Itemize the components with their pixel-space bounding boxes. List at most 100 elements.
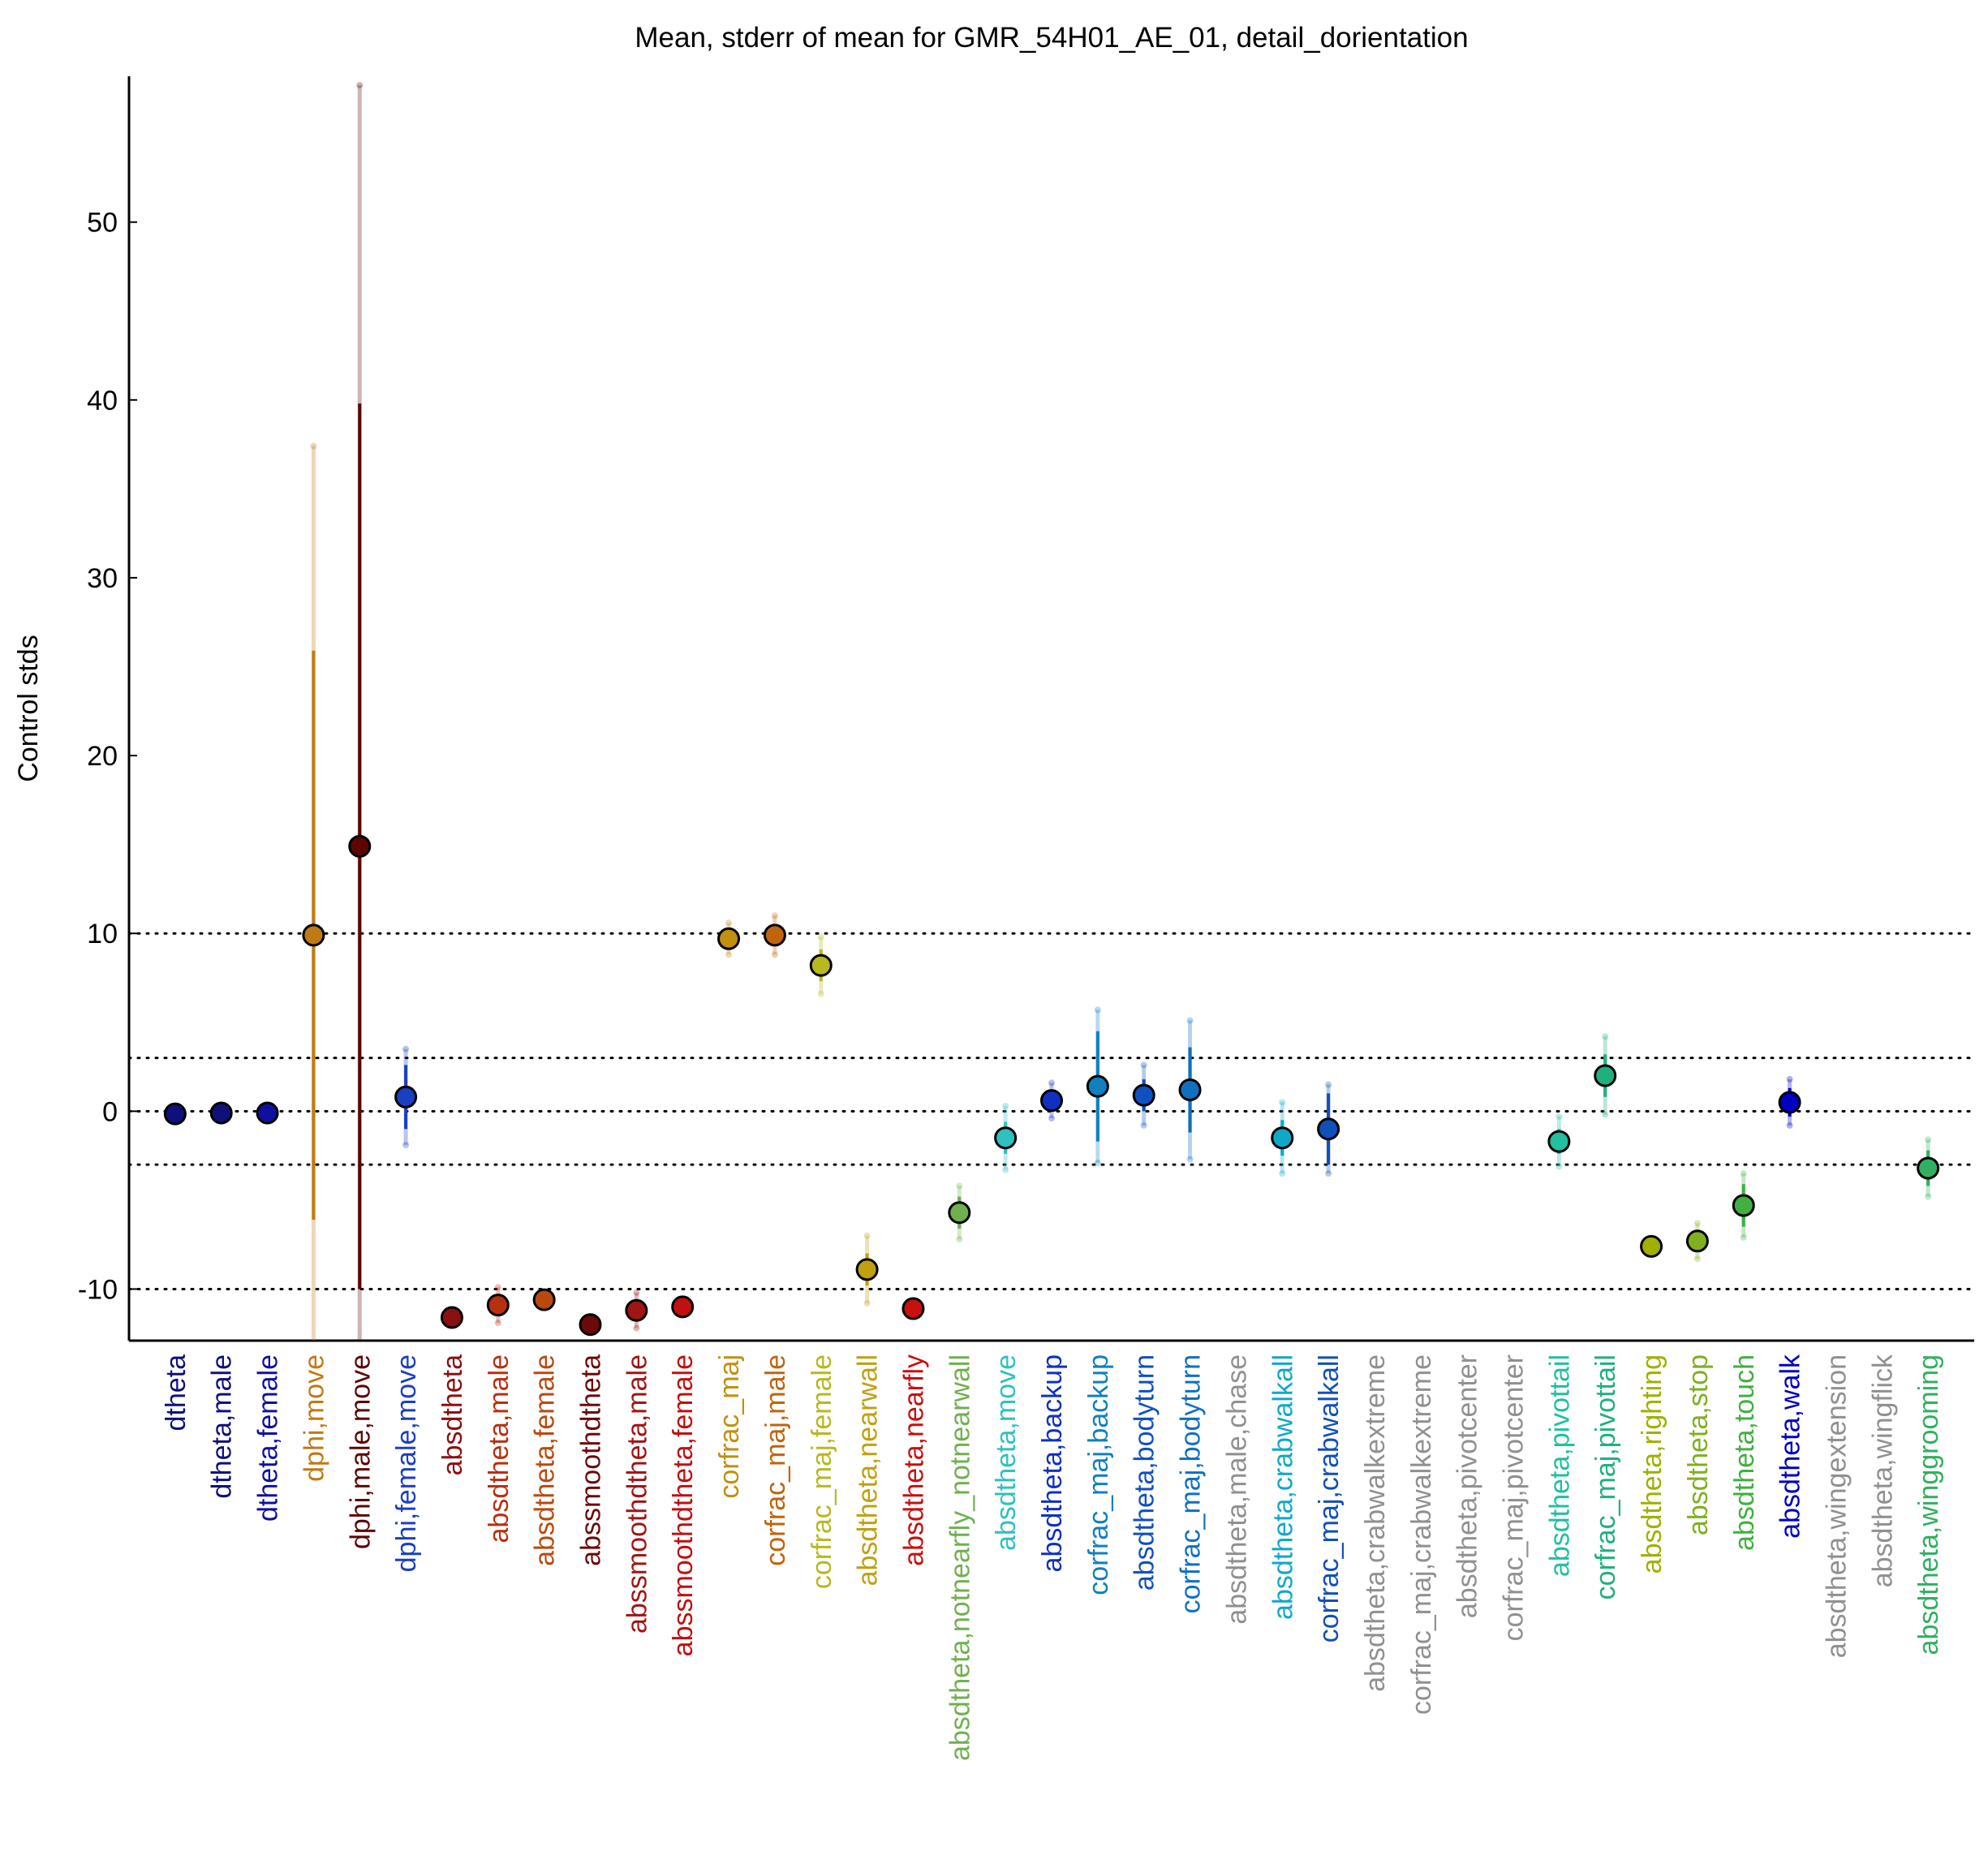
mean-marker — [1685, 1229, 1709, 1253]
spread-cap — [1186, 1156, 1194, 1163]
mean-marker — [1178, 1079, 1202, 1102]
spread-cap — [1556, 1163, 1563, 1170]
chart-title: Mean, stderr of mean for GMR_54H01_AE_01… — [635, 22, 1468, 54]
x-tick-label: dtheta — [161, 1354, 191, 1432]
spread-cap — [1048, 1115, 1055, 1122]
mean-marker — [625, 1298, 648, 1322]
x-tick-label: corfrac_maj,female — [807, 1354, 837, 1589]
mean-marker — [209, 1101, 233, 1125]
mean-marker — [1732, 1194, 1755, 1217]
y-tick-label: 30 — [87, 563, 118, 594]
spread-cap — [1740, 1234, 1747, 1241]
spread-cap — [863, 1299, 871, 1307]
spread-cap — [1048, 1079, 1055, 1087]
spread-cap — [1602, 1111, 1609, 1118]
mean-marker — [440, 1306, 463, 1329]
x-tick-label: absdtheta,notnearfly_notnearwall — [945, 1354, 975, 1761]
mean-marker — [1086, 1074, 1109, 1098]
x-tick-label: absdtheta,backup — [1037, 1354, 1068, 1572]
x-tick-label: corfrac_maj,pivotcenter — [1499, 1354, 1530, 1641]
spread-cap — [817, 933, 824, 941]
mean-marker — [532, 1288, 556, 1311]
x-tick-label: absdtheta,righting — [1637, 1354, 1667, 1574]
spread-cap — [1186, 1017, 1194, 1024]
x-tick-label: absdtheta,wingflick — [1867, 1354, 1898, 1587]
mean-marker — [948, 1201, 971, 1225]
mean-marker — [763, 924, 786, 947]
spread-cap — [633, 1289, 640, 1296]
spread-cap — [1094, 1006, 1101, 1014]
mean-marker — [1594, 1064, 1617, 1087]
x-tick-label: corfrac_maj,crabwalkextreme — [1406, 1354, 1437, 1715]
x-tick-label: dtheta,male — [207, 1354, 238, 1499]
mean-marker — [1317, 1117, 1340, 1141]
mean-marker — [579, 1313, 602, 1337]
x-tick-label: absdtheta,move — [991, 1354, 1022, 1551]
y-tick-label: 20 — [87, 741, 118, 772]
x-tick-label: absdtheta,winggrooming — [1913, 1354, 1944, 1655]
spread-cap — [1140, 1122, 1147, 1129]
spread-cap — [494, 1320, 501, 1327]
mean-marker — [486, 1294, 510, 1317]
mean-marker — [1778, 1091, 1801, 1114]
spread-cap — [956, 1236, 963, 1243]
spread-cap — [310, 442, 317, 450]
x-tick-label: dtheta,female — [253, 1354, 284, 1522]
x-tick-label: corfrac_maj,male — [760, 1354, 791, 1566]
spread-cap — [1002, 1102, 1009, 1109]
mean-marker — [1040, 1089, 1063, 1113]
spread-cap — [1786, 1075, 1793, 1083]
spread-cap — [1693, 1255, 1701, 1263]
mean-marker — [163, 1102, 187, 1126]
y-tick-label: 10 — [87, 919, 118, 949]
spread-cap — [725, 919, 733, 927]
x-tick-label: absdtheta,male,chase — [1221, 1354, 1252, 1625]
x-tick-label: absdtheta,female — [530, 1354, 561, 1566]
spread-cap — [1325, 1170, 1332, 1178]
spread-cap — [771, 912, 778, 919]
mean-marker — [256, 1101, 279, 1125]
spread-cap — [1325, 1081, 1332, 1088]
y-axis-label: Control stds — [13, 635, 44, 781]
x-tick-label: corfrac_maj,bodyturn — [1176, 1354, 1207, 1613]
x-tick-label: absdtheta,touch — [1729, 1354, 1760, 1551]
spread-cap — [817, 990, 824, 997]
spread-cap — [356, 81, 364, 88]
spread-cap — [1279, 1099, 1286, 1106]
spread-cap — [402, 1045, 410, 1053]
spread-cap — [1556, 1113, 1563, 1120]
spread-cap — [1002, 1166, 1009, 1173]
spread-cap — [1925, 1136, 1932, 1143]
spread-cap — [633, 1324, 640, 1332]
mean-marker — [1640, 1234, 1663, 1258]
spread-cap — [356, 1604, 363, 1611]
x-tick-label: abssmoothdtheta — [576, 1354, 607, 1566]
x-tick-label: corfrac_maj,pivottail — [1590, 1354, 1621, 1600]
x-tick-label: absdtheta,crabwalkextreme — [1360, 1354, 1391, 1692]
mean-marker — [302, 924, 325, 947]
x-tick-label: absdtheta,pivottail — [1544, 1354, 1575, 1577]
mean-marker — [348, 834, 372, 858]
mean-marker — [394, 1085, 418, 1109]
y-tick-label: -10 — [78, 1274, 118, 1305]
spread-cap — [494, 1284, 501, 1291]
spread-cap — [956, 1182, 963, 1190]
mean-marker — [1271, 1126, 1294, 1150]
mean-marker — [901, 1297, 925, 1320]
x-tick-label: corfrac_maj,backup — [1083, 1354, 1114, 1595]
x-tick-label: absdtheta,crabwalkall — [1267, 1354, 1298, 1620]
spread-cap — [1925, 1193, 1932, 1200]
mean-marker — [994, 1126, 1018, 1150]
x-tick-label: absdtheta,stop — [1683, 1354, 1714, 1535]
x-tick-label: absdtheta,wingextension — [1821, 1354, 1852, 1658]
x-tick-label: corfrac_maj — [714, 1354, 745, 1499]
spread-cap — [771, 951, 778, 958]
mean-marker — [809, 954, 833, 977]
y-tick-label: 50 — [87, 208, 118, 239]
y-tick-label: 0 — [102, 1096, 118, 1127]
x-tick-label: absdtheta,nearfly — [898, 1354, 929, 1566]
mean-marker — [717, 927, 741, 950]
x-tick-label: absdtheta,bodyturn — [1130, 1354, 1160, 1591]
x-tick-label: absdtheta,nearwall — [853, 1354, 884, 1586]
